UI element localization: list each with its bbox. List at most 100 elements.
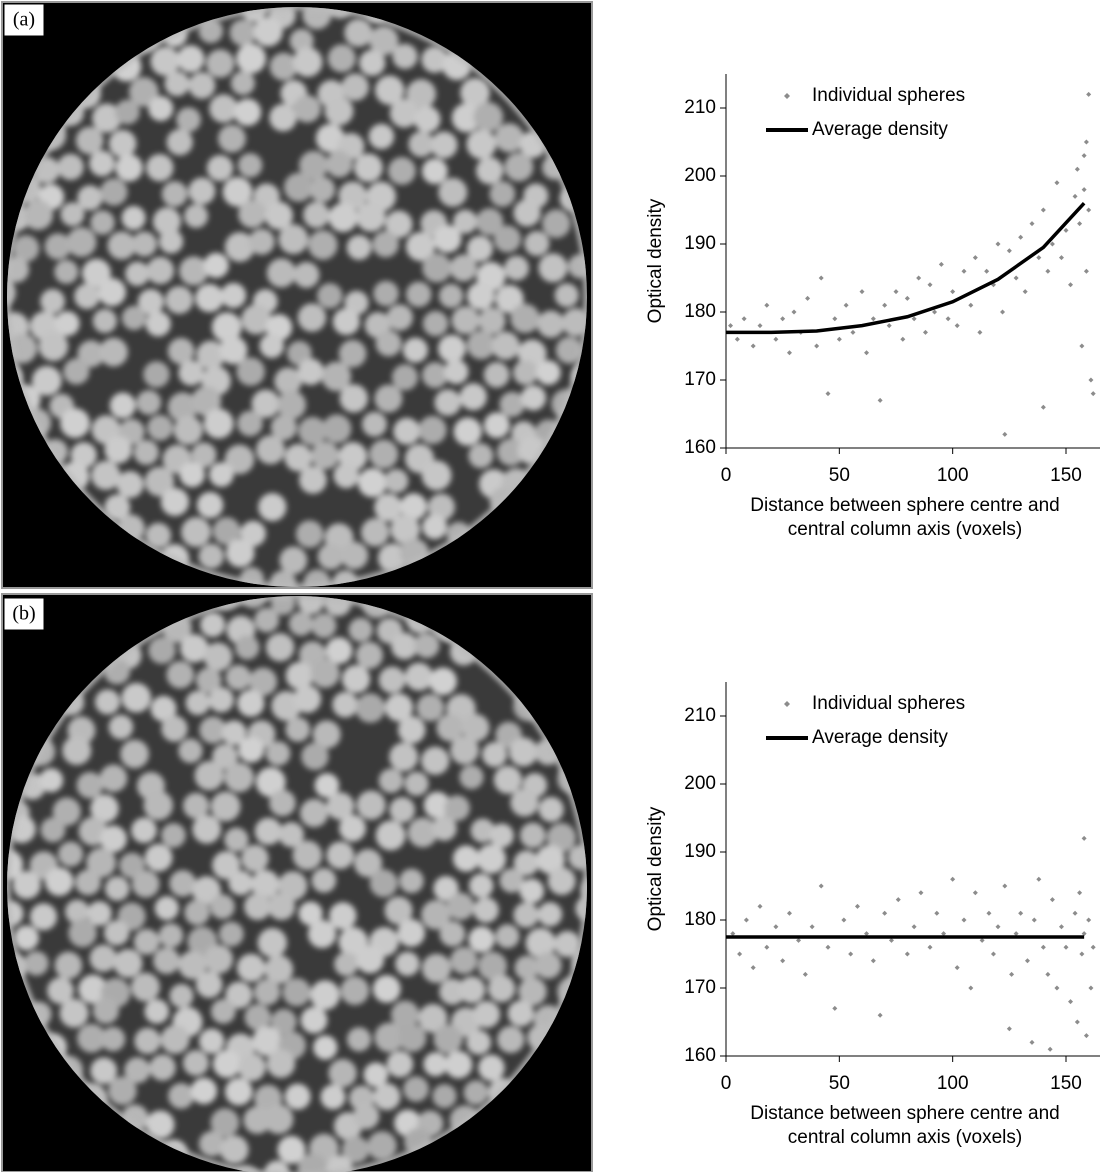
point: [1086, 91, 1092, 97]
point: [780, 316, 786, 322]
point: [1090, 944, 1096, 950]
sphere: [169, 983, 194, 1008]
sphere: [289, 28, 314, 53]
sphere: [146, 153, 174, 182]
image-content: [7, 596, 587, 1172]
sphere: [348, 617, 373, 642]
sphere: [108, 1076, 137, 1106]
sphere: [341, 73, 369, 101]
sphere: [278, 871, 308, 901]
sphere: [12, 235, 40, 262]
sphere: [438, 177, 468, 207]
point: [786, 350, 792, 356]
sphere: [77, 185, 103, 211]
point: [893, 289, 899, 295]
x-tick-label: 50: [829, 465, 850, 486]
sphere: [282, 978, 311, 1007]
sphere: [513, 199, 541, 227]
sphere: [192, 876, 221, 905]
sphere: [339, 814, 366, 842]
sphere: [224, 827, 249, 852]
sphere: [191, 386, 222, 417]
sphere: [489, 181, 516, 207]
sphere: [288, 611, 314, 636]
sphere: [395, 951, 420, 976]
sphere: [99, 337, 128, 367]
sphere: [143, 790, 174, 821]
sphere: [240, 520, 266, 547]
sphere: [241, 304, 272, 335]
sphere: [224, 444, 255, 475]
sphere: [423, 791, 451, 819]
sphere: [92, 308, 117, 333]
sphere: [308, 230, 338, 260]
sphere: [178, 738, 203, 764]
sphere: [89, 944, 117, 972]
sphere: [338, 339, 367, 368]
sphere: [99, 764, 128, 793]
sphere: [311, 441, 340, 470]
y-tick-label: 200: [684, 165, 716, 186]
sphere: [185, 690, 211, 716]
point: [870, 958, 876, 964]
sphere: [184, 899, 210, 926]
sphere: [124, 1057, 151, 1084]
sphere: [166, 660, 195, 689]
sphere: [374, 384, 403, 413]
sphere: [99, 825, 127, 853]
sphere: [293, 95, 321, 123]
sphere: [154, 896, 179, 921]
sphere: [372, 975, 401, 1003]
x-tick-label: 0: [721, 1073, 732, 1094]
sphere: [265, 633, 295, 662]
sphere: [405, 231, 436, 262]
sphere: [211, 312, 242, 343]
sphere: [431, 815, 457, 841]
sphere: [199, 716, 227, 744]
sphere: [476, 157, 504, 185]
sphere: [149, 1054, 176, 1081]
point: [995, 924, 1001, 930]
point: [734, 336, 740, 342]
sphere: [120, 739, 149, 769]
sphere: [374, 1022, 405, 1053]
sphere: [265, 741, 291, 766]
point: [904, 951, 910, 957]
sphere: [195, 283, 224, 313]
sphere: [422, 253, 452, 283]
sphere: [188, 72, 216, 99]
sphere: [513, 850, 540, 876]
sphere: [332, 691, 359, 718]
sphere: [237, 410, 263, 437]
sphere: [292, 840, 323, 871]
sphere: [430, 131, 458, 159]
sphere: [150, 695, 177, 722]
sphere: [510, 788, 539, 817]
sphere: [148, 636, 176, 664]
point: [1013, 931, 1019, 937]
point: [728, 323, 734, 329]
point: [895, 897, 901, 903]
point: [864, 350, 870, 356]
sphere: [225, 1077, 253, 1106]
sphere: [146, 1110, 175, 1139]
point: [741, 316, 747, 322]
sphere: [400, 493, 428, 521]
sphere: [391, 364, 419, 391]
sphere: [90, 210, 115, 235]
sphere: [137, 288, 164, 315]
point: [1054, 985, 1060, 991]
sphere: [181, 517, 212, 547]
sphere: [311, 868, 337, 893]
sphere: [443, 359, 469, 385]
sphere: [192, 814, 222, 844]
point: [1040, 207, 1046, 213]
point: [1045, 971, 1051, 977]
point: [1090, 391, 1096, 397]
sphere: [251, 389, 280, 418]
sphere: [384, 896, 413, 925]
sphere: [108, 129, 137, 158]
point: [825, 391, 831, 397]
sphere: [236, 43, 267, 74]
sphere: [188, 177, 216, 205]
